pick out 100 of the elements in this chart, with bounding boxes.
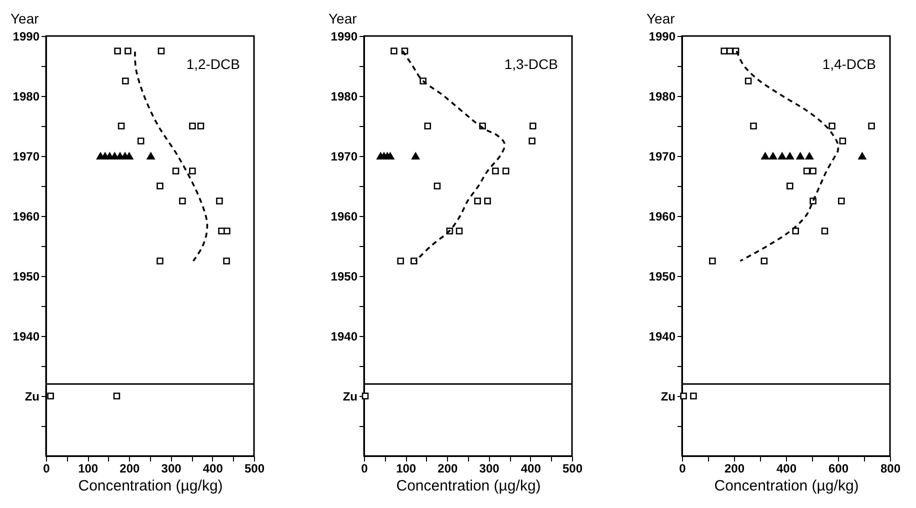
x-tick-label: 300 — [479, 462, 500, 476]
x-tick-label: 100 — [78, 462, 98, 476]
x-tick-label: 300 — [161, 462, 182, 476]
point — [113, 392, 120, 400]
point — [709, 258, 716, 264]
point — [484, 198, 491, 204]
y-axis-title: Year — [10, 10, 40, 26]
point — [792, 228, 800, 234]
y-tick-label: 1990 — [648, 30, 676, 44]
point — [810, 168, 816, 174]
point — [528, 138, 536, 144]
y-tick-label: 1980 — [12, 90, 40, 104]
point — [410, 258, 418, 264]
point — [118, 122, 125, 130]
annotation: 1,4-DCB — [822, 56, 876, 72]
y-tick-label: 1960 — [12, 210, 40, 224]
annotation: 1,2-DCB — [186, 56, 240, 72]
point — [778, 152, 786, 160]
annotation: 1,3-DCB — [504, 56, 558, 72]
point — [803, 168, 810, 174]
point — [146, 152, 155, 160]
point — [492, 168, 499, 174]
y-tick-label: 1950 — [330, 270, 358, 284]
point — [397, 258, 404, 264]
x-tick-label: 600 — [828, 462, 849, 476]
x-tick-label: 500 — [244, 462, 265, 476]
y-tick-label: 1950 — [12, 270, 40, 284]
point — [172, 168, 180, 174]
point — [690, 392, 697, 400]
y-tick-label: 1970 — [330, 150, 358, 164]
point — [761, 152, 770, 160]
x-tick-label: 200 — [438, 462, 458, 476]
point — [760, 258, 768, 264]
point — [197, 122, 204, 130]
point — [796, 152, 804, 160]
point — [786, 182, 794, 190]
x-axis-title: Concentration (µg/kg) — [396, 478, 541, 494]
point — [868, 122, 875, 130]
y-tick-label: Zu — [660, 390, 676, 404]
y-axis-title: Year — [328, 10, 358, 26]
x-tick-label: 200 — [120, 462, 140, 476]
point — [828, 122, 836, 130]
point — [858, 152, 866, 160]
y-tick-label: 1960 — [330, 210, 358, 224]
y-axis-title: Year — [646, 10, 676, 26]
x-tick-label: 400 — [520, 462, 542, 476]
y-tick-label: 1940 — [12, 330, 40, 344]
point — [680, 392, 687, 400]
y-tick-label: 1990 — [330, 30, 358, 44]
point — [390, 48, 398, 54]
y-tick-label: 1990 — [12, 30, 40, 44]
y-tick-label: 1980 — [330, 90, 358, 104]
y-tick-label: Zu — [342, 390, 358, 404]
x-tick-label: 800 — [880, 462, 901, 476]
point — [720, 48, 728, 54]
x-tick-label: 200 — [724, 462, 745, 476]
point — [156, 258, 164, 264]
point — [137, 138, 144, 144]
point — [424, 122, 432, 130]
y-tick-label: 1980 — [648, 90, 676, 104]
point — [189, 122, 196, 130]
point — [223, 258, 230, 264]
point — [821, 228, 828, 234]
point — [750, 122, 757, 130]
y-tick-label: 1950 — [648, 270, 676, 284]
y-tick-label: 1960 — [648, 210, 676, 224]
x-tick-label: 0 — [43, 462, 50, 476]
x-tick-label: 500 — [562, 462, 583, 476]
point — [122, 78, 129, 84]
point — [786, 152, 794, 160]
point — [124, 48, 132, 54]
x-tick-label: 0 — [679, 462, 686, 476]
x-tick-label: 100 — [396, 462, 416, 476]
point — [474, 198, 481, 204]
point — [805, 152, 814, 160]
point — [530, 122, 536, 130]
point — [839, 138, 846, 144]
point — [189, 168, 196, 174]
point — [726, 48, 734, 54]
point — [362, 392, 369, 400]
point — [744, 78, 752, 84]
point — [158, 48, 165, 54]
y-tick-label: 1970 — [648, 150, 676, 164]
x-tick-label: 0 — [361, 462, 368, 476]
point — [412, 152, 420, 160]
point — [838, 198, 845, 204]
x-tick-label: 400 — [776, 462, 797, 476]
y-tick-label: 1940 — [330, 330, 358, 344]
point — [502, 168, 510, 174]
point — [156, 182, 164, 190]
point — [114, 48, 121, 54]
point — [179, 198, 186, 204]
y-tick-label: Zu — [24, 390, 40, 404]
point — [434, 182, 441, 190]
x-axis-title: Concentration (µg/kg) — [78, 478, 223, 494]
x-tick-label: 400 — [202, 462, 224, 476]
point — [456, 228, 463, 234]
y-tick-label: 1940 — [648, 330, 676, 344]
point — [47, 392, 54, 400]
x-axis-title: Concentration (µg/kg) — [714, 478, 859, 494]
